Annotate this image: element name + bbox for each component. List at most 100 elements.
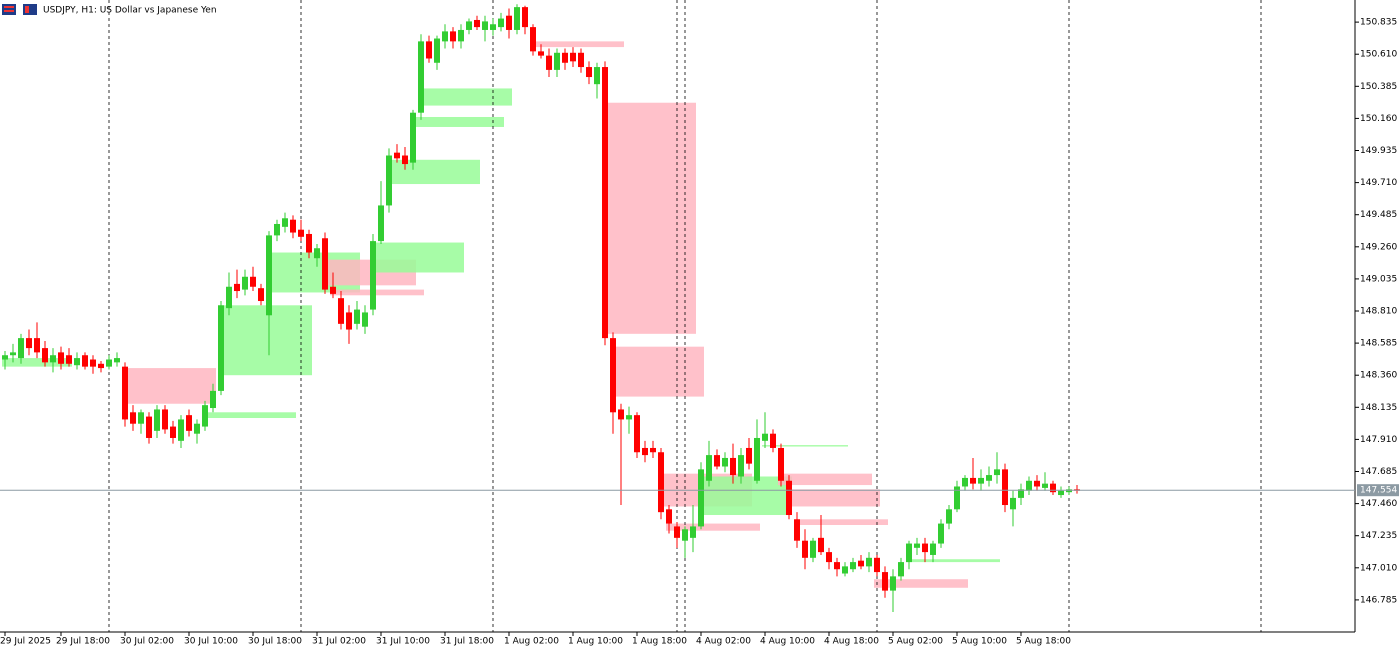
candle-body [930, 543, 936, 555]
candle-body [386, 155, 392, 206]
zone [874, 579, 968, 588]
candle-body [626, 415, 632, 420]
candle-body [66, 355, 72, 364]
symbol-icons [2, 4, 37, 15]
candle-body [274, 223, 280, 236]
candle-body [490, 24, 496, 30]
candle-body [994, 469, 1000, 476]
candle-body [34, 338, 40, 353]
candle-body [338, 298, 344, 324]
candle-body [1042, 483, 1048, 488]
candle-body [714, 455, 720, 467]
candle-body [730, 457, 736, 476]
candle-body [194, 423, 200, 434]
candle-body [298, 229, 304, 237]
x-tick-label: 29 Jul 18:00 [56, 637, 110, 647]
candle-body [226, 286, 232, 309]
candle-body [1050, 483, 1056, 493]
candle-body [586, 67, 592, 78]
y-tick-label: 148.135 [1360, 403, 1397, 413]
candle-body [178, 419, 184, 441]
zone [698, 476, 792, 516]
x-tick-label: 31 Jul 10:00 [376, 637, 430, 647]
y-tick-label: 147.010 [1360, 563, 1397, 573]
candle-body [410, 112, 416, 163]
candle-body [650, 447, 656, 453]
candle-body [370, 241, 376, 310]
y-tick-label: 147.685 [1360, 467, 1397, 477]
y-tick-label: 147.910 [1360, 435, 1397, 445]
x-tick-label: 31 Jul 18:00 [440, 637, 494, 647]
candle-body [250, 276, 256, 287]
candle-body [234, 283, 240, 292]
x-tick-label: 1 Aug 18:00 [632, 637, 687, 647]
candle-body [130, 412, 136, 424]
zone [330, 289, 424, 296]
candle-body [98, 363, 104, 369]
y-tick-label: 149.035 [1360, 274, 1397, 284]
candle-body [674, 526, 680, 538]
x-tick-label: 4 Aug 02:00 [696, 637, 751, 647]
x-tick-label: 30 Jul 10:00 [184, 637, 238, 647]
candle-body [482, 21, 488, 30]
candle-body [570, 52, 576, 62]
candle-body [242, 276, 248, 290]
x-tick-label: 1 Aug 10:00 [568, 637, 623, 647]
candle-body [530, 27, 536, 52]
y-tick-label: 148.360 [1360, 371, 1397, 381]
candle-body [1034, 480, 1040, 487]
candle-body [2, 355, 8, 360]
zone [762, 445, 848, 447]
candle-body [506, 15, 512, 30]
candle-body [810, 540, 816, 558]
candle-body [642, 447, 648, 456]
candle-body [282, 218, 288, 227]
candle-body [922, 543, 928, 553]
candle-body [658, 452, 664, 513]
candle-body [874, 557, 880, 573]
chart-title: USDJPY, H1: US Dollar vs Japanese Yen [43, 6, 217, 16]
candle-body [858, 560, 864, 567]
candle-body [690, 526, 696, 538]
candle-body [362, 312, 368, 327]
x-tick-label: 4 Aug 18:00 [824, 637, 879, 647]
candle-body [618, 409, 624, 420]
y-tick-label: 150.835 [1360, 18, 1397, 28]
candle-body [402, 155, 408, 165]
candle-body [538, 51, 544, 56]
candle-body [706, 455, 712, 481]
zones [2, 41, 1000, 588]
candle-body [738, 455, 744, 477]
y-tick-label: 150.385 [1360, 82, 1397, 92]
zone [610, 346, 704, 397]
y-tick-label: 147.460 [1360, 499, 1397, 509]
y-tick-label: 149.710 [1360, 178, 1397, 188]
candle-body [1018, 489, 1024, 498]
candle-body [698, 469, 704, 527]
zone [666, 523, 760, 531]
candle-body [306, 233, 312, 253]
y-tick-label: 146.785 [1360, 595, 1397, 605]
candle-body [434, 38, 440, 63]
candle-body [218, 305, 224, 391]
zone [218, 305, 312, 376]
y-tick-label: 149.260 [1360, 242, 1397, 252]
candle-body [154, 409, 160, 431]
x-tick-label: 29 Jul 2025 [0, 637, 51, 647]
candle-body [602, 67, 608, 339]
candle-body [1026, 480, 1032, 491]
candle-body [1010, 497, 1016, 510]
candle-body [722, 457, 728, 467]
candle-body [546, 55, 552, 70]
zone [794, 519, 888, 526]
candle-body [26, 338, 32, 349]
candle-body [1058, 490, 1064, 496]
x-tick-label: 30 Jul 02:00 [120, 637, 174, 647]
candle-body [42, 348, 48, 363]
candle-body [466, 21, 472, 30]
candle-body [498, 18, 504, 28]
x-tick-label: 1 Aug 02:00 [504, 637, 559, 647]
candle-body [162, 409, 168, 430]
y-tick-label: 148.585 [1360, 339, 1397, 349]
